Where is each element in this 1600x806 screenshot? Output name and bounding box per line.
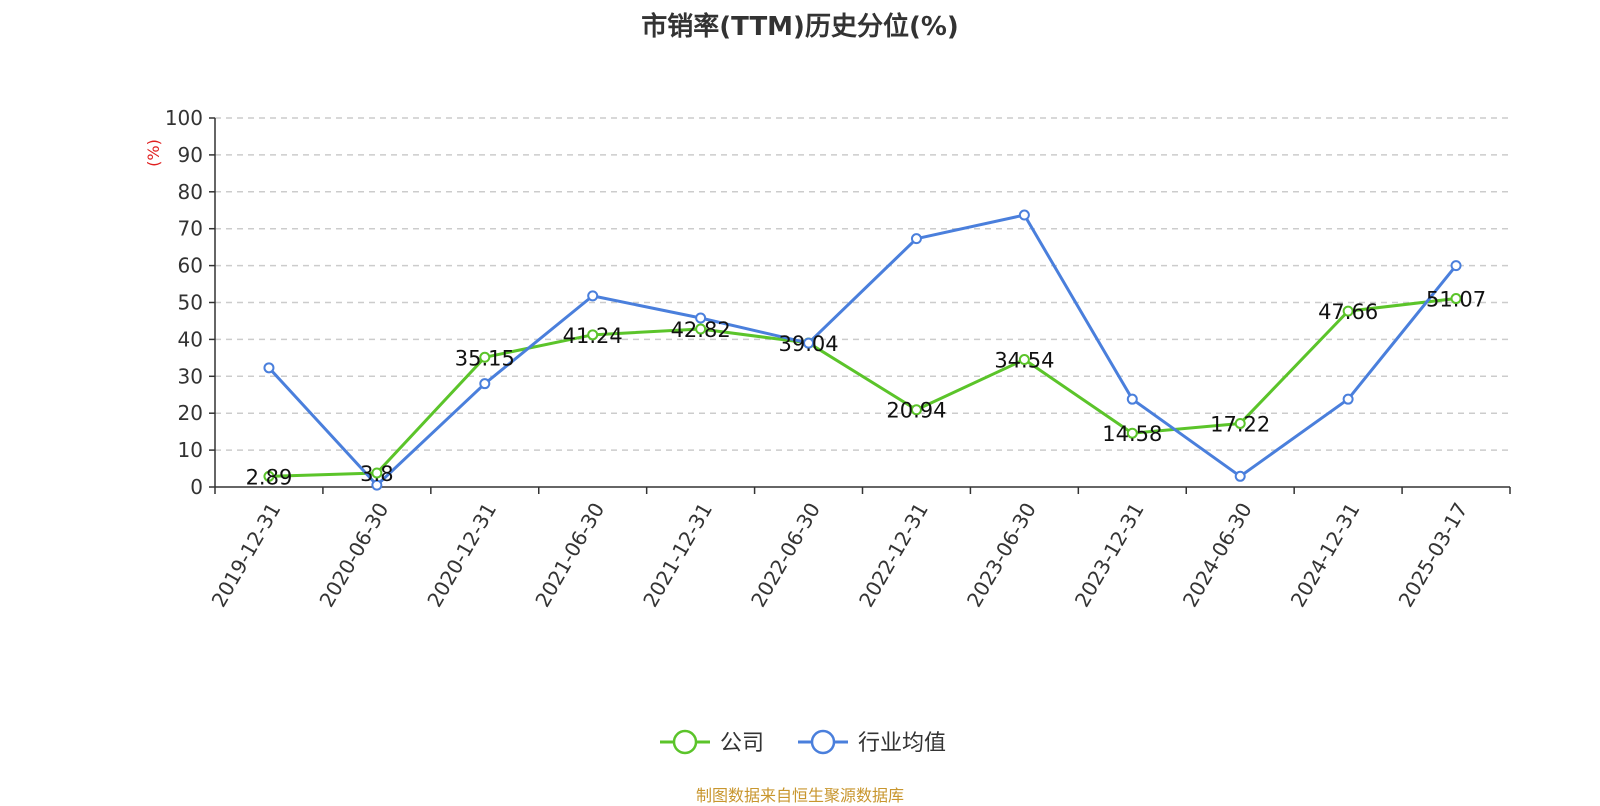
y-axis-label: (%) bbox=[144, 139, 163, 167]
legend-swatch-marker bbox=[672, 729, 698, 755]
data-point-industry-average bbox=[1018, 209, 1030, 221]
data-point-company bbox=[910, 404, 922, 416]
data-label: 20.94 bbox=[886, 399, 946, 423]
y-tick-label: 10 bbox=[178, 438, 203, 462]
data-label: 51.07 bbox=[1426, 288, 1486, 312]
x-tick-label: 2021-12-31 bbox=[638, 499, 717, 612]
data-point-company bbox=[587, 329, 599, 341]
data-point-company bbox=[1126, 427, 1138, 439]
data-point-industry-average bbox=[695, 312, 707, 324]
data-point-company bbox=[263, 470, 275, 482]
data-point-company bbox=[479, 351, 491, 363]
data-label: 35.15 bbox=[455, 346, 515, 370]
data-point-company bbox=[1018, 354, 1030, 366]
y-tick-label: 20 bbox=[178, 401, 203, 425]
chart-title: 市销率(TTM)历史分位(%) bbox=[641, 12, 959, 42]
data-point-company bbox=[1234, 417, 1246, 429]
x-tick-label: 2019-12-31 bbox=[207, 499, 286, 612]
data-point-industry-average bbox=[371, 479, 383, 491]
data-label: 41.24 bbox=[563, 324, 623, 348]
data-point-company bbox=[1342, 305, 1354, 317]
series-line-industry-average bbox=[267, 213, 1458, 487]
source-note: 制图数据来自恒生聚源数据库 bbox=[695, 786, 904, 805]
data-point-company bbox=[695, 323, 707, 335]
y-tick-label: 30 bbox=[178, 364, 203, 388]
data-label: 39.04 bbox=[778, 332, 838, 356]
series-line-company bbox=[268, 297, 1457, 478]
data-label: 47.66 bbox=[1318, 300, 1378, 324]
x-tick-label: 2022-06-30 bbox=[746, 499, 825, 612]
data-point-industry-average bbox=[479, 378, 491, 390]
x-tick-label: 2025-03-17 bbox=[1394, 499, 1473, 612]
y-tick-label: 80 bbox=[178, 180, 203, 204]
y-tick-label: 0 bbox=[190, 475, 203, 499]
data-label: 42.82 bbox=[671, 318, 731, 342]
x-tick-label: 2023-06-30 bbox=[962, 499, 1041, 612]
x-tick-label: 2020-12-31 bbox=[422, 498, 501, 611]
data-point-industry-average bbox=[1342, 393, 1354, 405]
data-point-industry-average bbox=[910, 233, 922, 245]
data-label: 14.58 bbox=[1102, 422, 1162, 446]
data-point-company bbox=[371, 467, 383, 479]
x-tick-label: 2020-06-30 bbox=[314, 499, 393, 612]
data-label: 17.22 bbox=[1210, 412, 1270, 436]
data-point-industry-average bbox=[1126, 393, 1138, 405]
y-tick-label: 100 bbox=[165, 106, 203, 130]
x-tick-label: 2024-12-31 bbox=[1286, 499, 1365, 612]
legend-label: 行业均值 bbox=[858, 731, 946, 756]
data-label: 3.8 bbox=[360, 462, 393, 486]
x-tick-label: 2024-06-30 bbox=[1178, 499, 1257, 612]
y-tick-label: 70 bbox=[178, 217, 203, 241]
y-tick-label: 60 bbox=[178, 254, 203, 278]
data-point-industry-average bbox=[1450, 260, 1462, 272]
legend-label: 公司 bbox=[720, 731, 764, 756]
data-point-company bbox=[1450, 293, 1462, 305]
legend-swatch-marker bbox=[810, 729, 836, 755]
y-tick-label: 90 bbox=[178, 143, 203, 167]
x-tick-label: 2022-12-31 bbox=[854, 498, 933, 611]
x-tick-label: 2023-12-31 bbox=[1070, 499, 1149, 612]
data-point-industry-average bbox=[587, 290, 599, 302]
data-point-industry-average bbox=[263, 362, 275, 374]
y-tick-label: 40 bbox=[178, 327, 203, 351]
data-label: 34.54 bbox=[994, 349, 1054, 373]
data-point-industry-average bbox=[1234, 470, 1246, 482]
y-tick-label: 50 bbox=[178, 291, 203, 315]
data-label: 2.89 bbox=[246, 465, 293, 489]
x-tick-label: 2021-06-30 bbox=[530, 499, 609, 612]
data-point-industry-average bbox=[803, 337, 815, 349]
